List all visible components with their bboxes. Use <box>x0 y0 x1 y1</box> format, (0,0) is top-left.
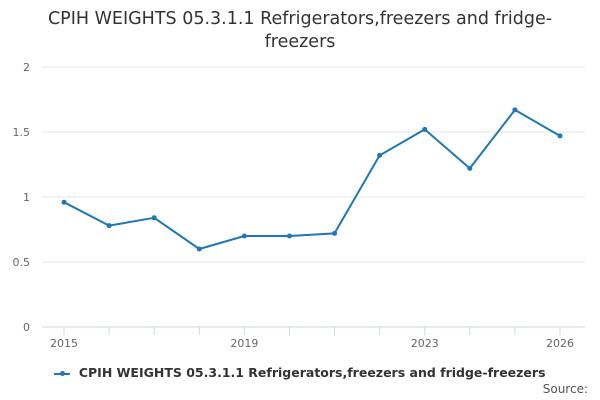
chart-title: CPIH WEIGHTS 05.3.1.1 Refrigerators,free… <box>47 9 553 52</box>
x-tick-label: 2026 <box>546 337 574 350</box>
legend-swatch-icon <box>54 371 71 376</box>
x-axis <box>42 326 585 335</box>
grid-lines <box>42 66 585 263</box>
data-point[interactable] <box>61 199 67 205</box>
y-tick-label: 0.5 <box>13 256 31 269</box>
source-label: Source: <box>542 382 588 396</box>
data-point[interactable] <box>286 233 292 239</box>
data-point[interactable] <box>332 230 338 236</box>
data-point[interactable] <box>377 152 383 158</box>
data-point[interactable] <box>196 246 202 252</box>
data-point[interactable] <box>241 233 247 239</box>
data-point[interactable] <box>106 223 112 229</box>
data-point[interactable] <box>512 107 518 113</box>
legend-label: CPIH WEIGHTS 05.3.1.1 Refrigerators,free… <box>78 365 546 380</box>
data-point[interactable] <box>467 165 473 171</box>
data-point[interactable] <box>422 126 428 132</box>
legend[interactable]: CPIH WEIGHTS 05.3.1.1 Refrigerators,free… <box>0 365 600 380</box>
y-tick-label: 1.5 <box>13 126 31 139</box>
x-tick-label: 2023 <box>411 337 439 350</box>
y-tick-label: 2 <box>23 61 30 74</box>
y-tick-label: 0 <box>23 321 30 334</box>
series-layer <box>61 107 563 252</box>
x-tick-label: 2019 <box>230 337 258 350</box>
data-point[interactable] <box>151 215 157 221</box>
y-tick-label: 1 <box>23 191 30 204</box>
x-axis-tick-labels: 2015 2019 2023 2026 <box>50 337 574 350</box>
data-point[interactable] <box>557 133 563 139</box>
y-axis-tick-labels: 0 0.5 1 1.5 2 <box>13 61 31 334</box>
series-line <box>63 108 561 250</box>
x-tick-label: 2015 <box>50 337 78 350</box>
